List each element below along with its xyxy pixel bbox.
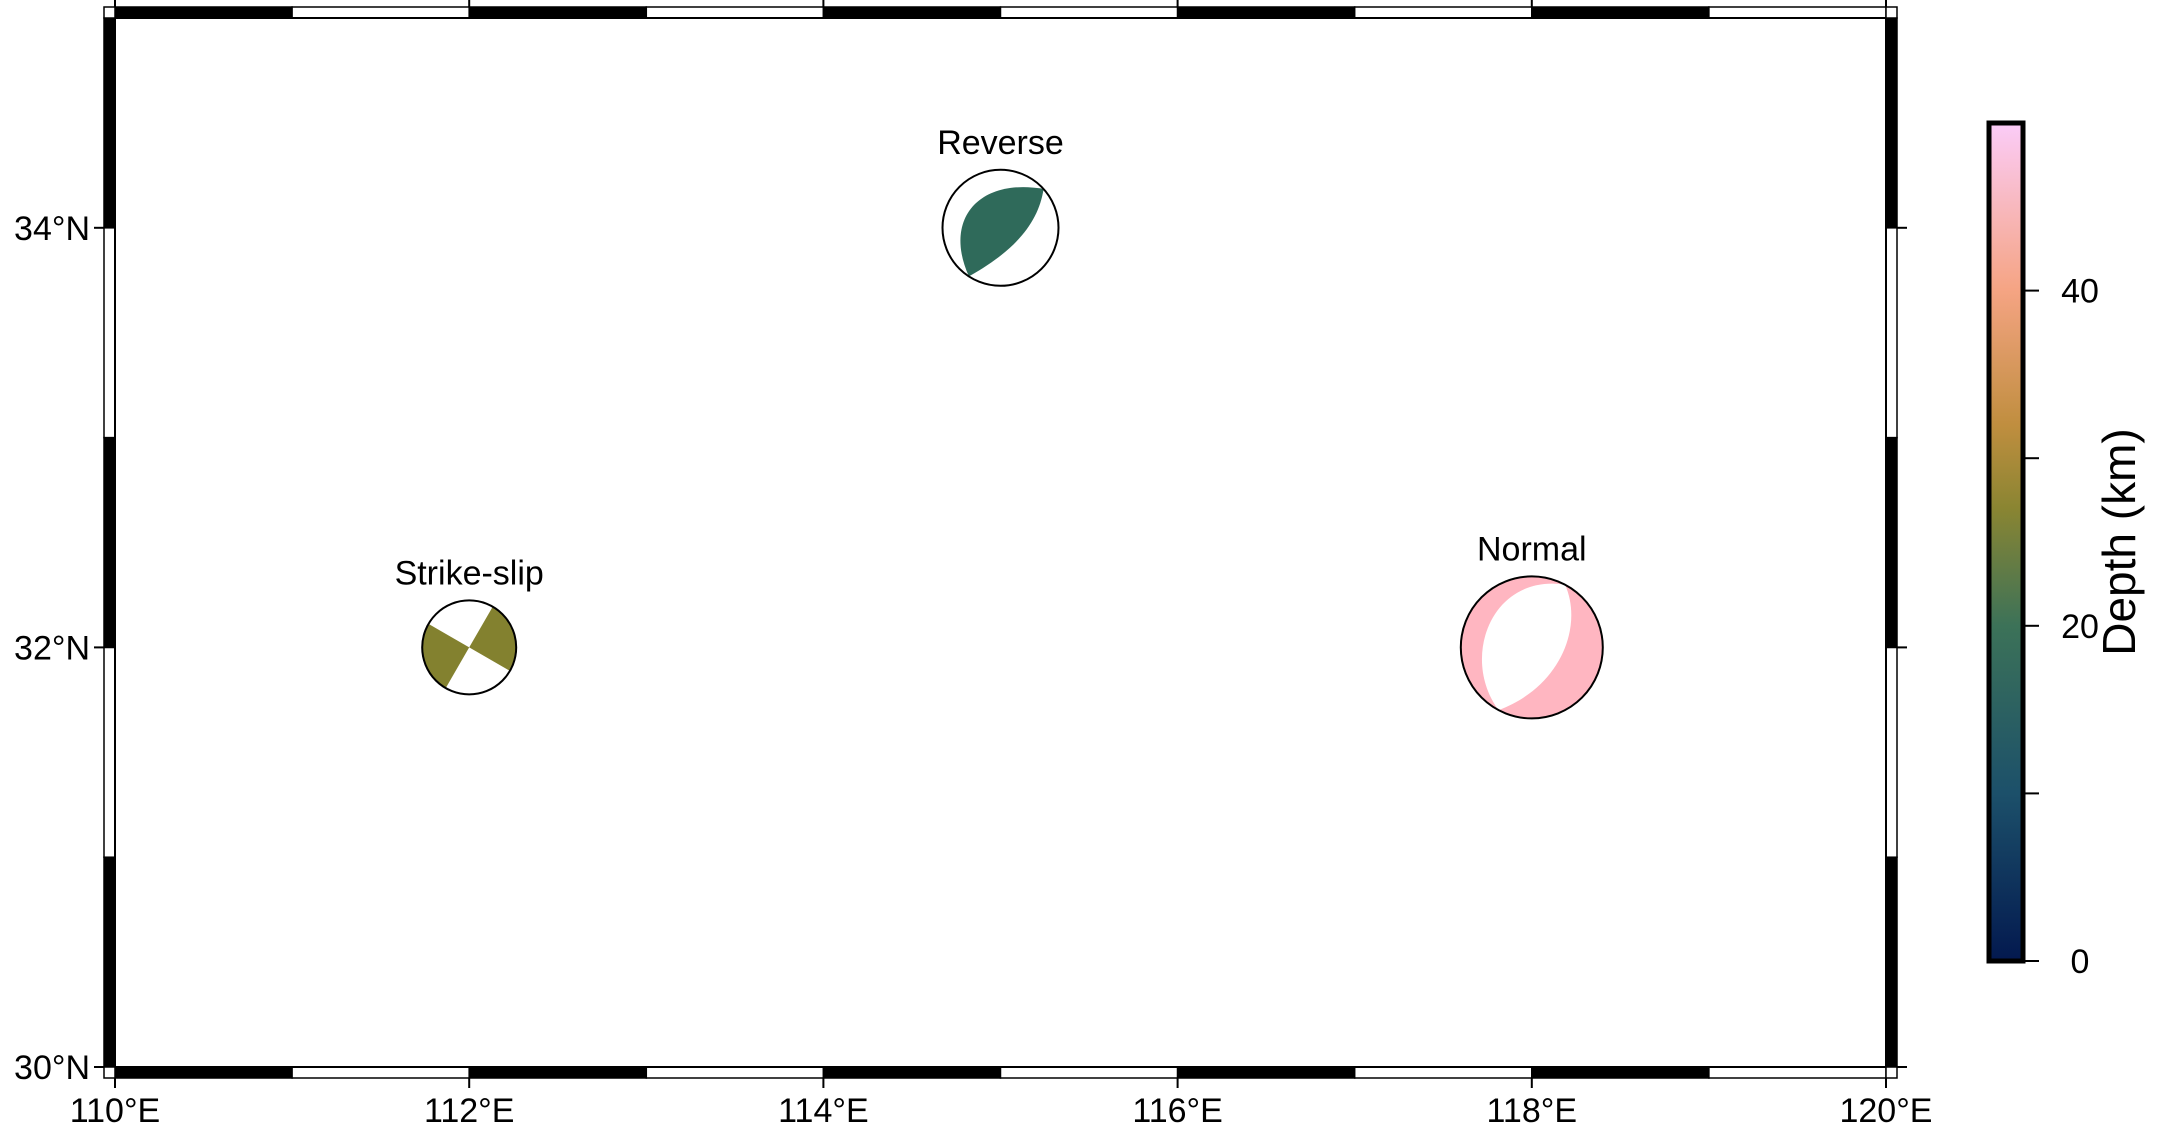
- frame-segment-bottom: [1708, 1066, 1887, 1079]
- frame-segment-bottom: [468, 1066, 648, 1079]
- frame-segment-top: [1531, 6, 1710, 19]
- frame-corner: [1885, 6, 1898, 19]
- depth-colorbar: 0 20 40 Depth (km): [1986, 120, 2145, 981]
- event-label: Strike-slip: [395, 554, 544, 592]
- beachball-dilatation: [1481, 583, 1572, 711]
- frame-inner-border: [114, 17, 1887, 1068]
- frame-segment-top: [468, 6, 648, 19]
- colorbar-title: Depth (km): [2093, 428, 2145, 655]
- axis-ticks: 110°E 112°E 114°E 116°E 118°E 120°E 30°N 32°N 34…: [14, 0, 1933, 1125]
- frame-segment-bottom: [1353, 1066, 1533, 1079]
- frame-segment-top: [645, 6, 825, 19]
- beachball-outline: [1459, 575, 1604, 720]
- frame-segment-top: [822, 6, 1002, 19]
- colorbar-tick-label: 40: [2061, 273, 2099, 311]
- frame-corner: [103, 6, 116, 19]
- frame-segment-bottom: [291, 1066, 470, 1079]
- frame-segment-right: [1885, 227, 1898, 439]
- beachball-normal: Normal: [1459, 530, 1604, 720]
- x-tick-label: 114°E: [778, 1092, 868, 1125]
- frame-segment-top: [999, 6, 1179, 19]
- map-frame: [103, 6, 1898, 1079]
- beachball-outline: [421, 599, 518, 696]
- frame-segment-left: [103, 856, 116, 1068]
- frame-segment-bottom: [114, 1066, 293, 1079]
- frame-segment-left: [103, 436, 116, 649]
- y-tick-label: 32°N: [14, 629, 90, 667]
- beachball-outline: [941, 168, 1060, 287]
- beachball-strike-slip: Strike-slip: [395, 554, 544, 696]
- x-tick-label: 120°E: [1839, 1092, 1932, 1125]
- frame-segment-top: [291, 6, 470, 19]
- frame-corner: [103, 1066, 116, 1079]
- beachball-compression: [960, 187, 1044, 277]
- frame-segment-bottom: [645, 1066, 825, 1079]
- frame-segment-right: [1885, 646, 1898, 858]
- frame-segment-bottom: [1531, 1066, 1710, 1079]
- frame-segment-bottom: [822, 1066, 1002, 1079]
- frame-segment-right: [1885, 856, 1898, 1068]
- frame-segment-top: [1353, 6, 1533, 19]
- x-tick-label: 118°E: [1487, 1092, 1577, 1125]
- frame-corner: [1885, 1066, 1898, 1079]
- frame-segment-top: [1176, 6, 1356, 19]
- frame-segment-bottom: [1176, 1066, 1356, 1079]
- colorbar-tick-label: 20: [2061, 608, 2099, 646]
- x-tick-label: 116°E: [1132, 1092, 1222, 1125]
- frame-segment-right: [1885, 436, 1898, 649]
- frame-segment-top: [1708, 6, 1887, 19]
- colorbar-tick-label: 0: [2071, 943, 2090, 981]
- x-tick-label: 110°E: [70, 1092, 160, 1125]
- y-tick-label: 34°N: [14, 210, 90, 248]
- y-tick-label: 30°N: [14, 1049, 90, 1087]
- frame-segment-left: [103, 646, 116, 858]
- frame-segment-top: [114, 6, 293, 19]
- colorbar-border: [1986, 120, 2026, 964]
- frame-segment-right: [1885, 17, 1898, 229]
- frame-segment-left: [103, 17, 116, 229]
- event-label: Reverse: [937, 124, 1064, 162]
- beachballs: Strike-slip Reverse Normal: [395, 124, 1604, 720]
- event-label: Normal: [1477, 530, 1587, 568]
- x-tick-label: 112°E: [424, 1092, 514, 1125]
- beachball-compression: [422, 623, 470, 689]
- frame-segment-left: [103, 227, 116, 439]
- beachball-compression: [469, 606, 517, 671]
- colorbar-gradient: [1989, 123, 2023, 961]
- beachball-reverse: Reverse: [937, 124, 1064, 287]
- frame-segment-bottom: [999, 1066, 1179, 1079]
